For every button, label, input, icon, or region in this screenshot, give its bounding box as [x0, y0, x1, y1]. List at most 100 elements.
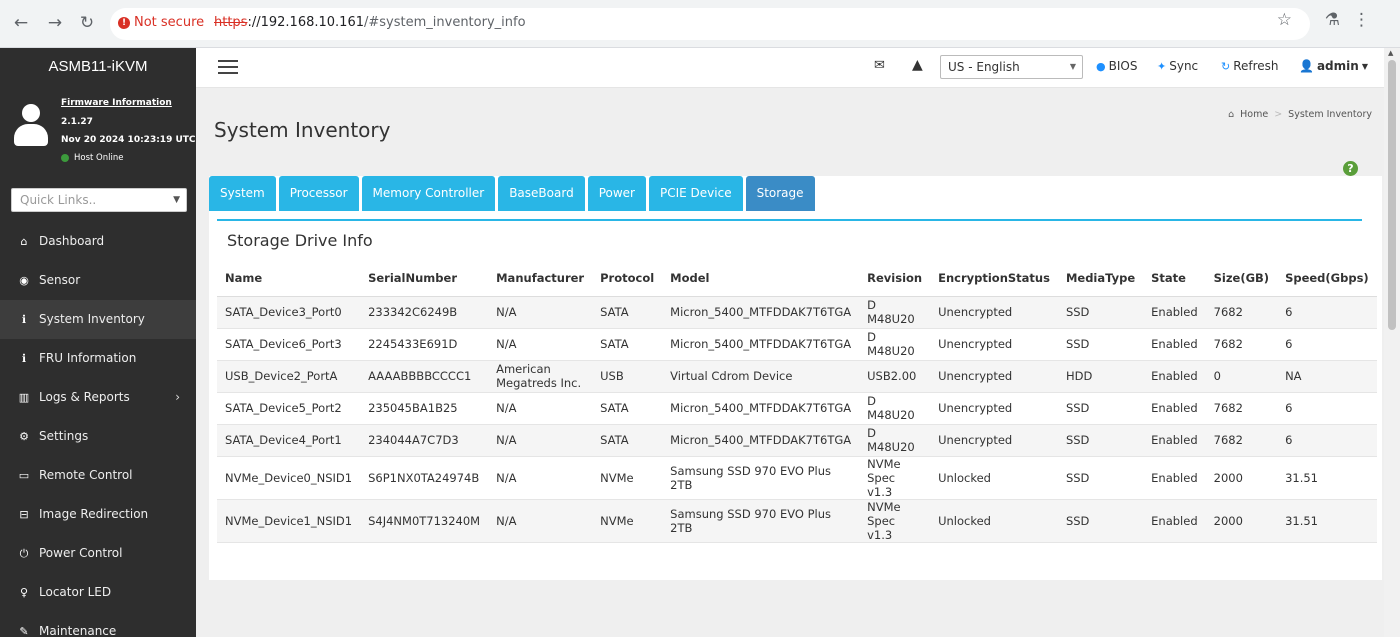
table-cell: SSD — [1057, 499, 1144, 543]
sidebar-item-maintenance[interactable]: ✎ Maintenance — [0, 612, 196, 637]
home-icon: ⌂ — [1228, 109, 1235, 120]
envelope-icon[interactable]: ✉ — [874, 58, 885, 73]
sidebar: ASMB11-iKVM Firmware Information 2.1.27 … — [0, 48, 196, 637]
table-cell: Micron_5400_MTFDDAK7T6TGA — [662, 392, 860, 425]
table-cell: SSD — [1057, 328, 1144, 361]
table-row: SATA_Device6_Port3 2245433E691D N/A SATA Mic… — [217, 328, 1377, 361]
hamburger-menu-icon[interactable] — [218, 60, 238, 74]
gear-icon: ⚙ — [19, 430, 29, 443]
table-cell: Enabled — [1143, 392, 1206, 425]
table-cell: American Megatreds Inc. — [488, 360, 593, 393]
url-text[interactable]: https://192.168.10.161/#system_inventory… — [214, 15, 526, 30]
table-row: SATA_Device3_Port0 233342C6249B N/A SATA Mic… — [217, 296, 1377, 329]
table-cell: Unencrypted — [930, 424, 1058, 457]
user-menu[interactable]: 👤 admin ▼ — [1299, 59, 1368, 73]
bios-link[interactable]: ● BIOS — [1096, 59, 1138, 73]
sidebar-item-sensor[interactable]: ◉ Sensor — [0, 261, 196, 300]
back-icon[interactable]: ← — [13, 13, 29, 33]
table-cell: 7682 — [1205, 392, 1278, 425]
table-row: NVMe_Device1_NSID1 S4J4NM0T713240M N/A NVMe… — [217, 499, 1377, 543]
labs-flask-icon[interactable]: ⚗ — [1324, 10, 1340, 30]
section-title: Storage Drive Info — [227, 231, 373, 250]
table-row: USB_Device2_PortA AAAABBBBCCCC1 American M… — [217, 360, 1377, 393]
warning-triangle-icon[interactable]: ▲ — [912, 57, 923, 73]
reload-icon[interactable]: ↻ — [79, 13, 95, 33]
chevron-down-icon: ▼ — [1069, 62, 1076, 71]
table-cell: Unencrypted — [930, 392, 1058, 425]
breadcrumb-home[interactable]: Home — [1240, 109, 1269, 120]
sidebar-item-logs-reports[interactable]: ▥ Logs & Reports › — [0, 378, 196, 417]
inventory-panel: System Processor Memory Controller BaseB… — [209, 176, 1382, 580]
table-cell: SATA — [592, 424, 663, 457]
tab-memory-controller[interactable]: Memory Controller — [361, 176, 496, 211]
refresh-icon: ↻ — [1221, 59, 1231, 73]
language-select[interactable]: US - English ▼ — [940, 55, 1083, 79]
user-panel: Firmware Information 2.1.27 Nov 20 2024 … — [0, 86, 196, 176]
tab-pcie-device[interactable]: PCIE Device — [648, 176, 743, 211]
column-header: Speed(Gbps) — [1277, 261, 1377, 297]
tab-system[interactable]: System — [209, 176, 276, 211]
user-avatar-icon — [12, 104, 48, 148]
table-cell: Unencrypted — [930, 360, 1058, 393]
top-header: ✉ ▲ US - English ▼ ● BIOS ✦ Sync ↻ Refresh 👤… — [196, 48, 1384, 88]
table-cell: HDD — [1057, 360, 1144, 393]
sidebar-item-image-redirection[interactable]: ⊟ Image Redirection — [0, 495, 196, 534]
sidebar-item-fru-information[interactable]: ℹ FRU Information — [0, 339, 196, 378]
refresh-link[interactable]: ↻ Refresh — [1221, 59, 1279, 73]
bookmark-star-icon[interactable]: ☆ — [1276, 10, 1292, 30]
sync-link[interactable]: ✦ Sync — [1157, 59, 1199, 73]
page-title: System Inventory — [214, 118, 391, 142]
table-cell: NVMe_Device1_NSID1 — [217, 499, 361, 543]
warning-icon: ! — [118, 16, 130, 29]
table-cell: N/A — [488, 328, 593, 361]
sidebar-item-settings[interactable]: ⚙ Settings — [0, 417, 196, 456]
tab-baseboard[interactable]: BaseBoard — [498, 176, 585, 211]
forward-icon[interactable]: → — [47, 13, 63, 33]
firmware-date: Nov 20 2024 10:23:19 UTC — [61, 135, 196, 145]
sidebar-item-power-control[interactable]: ⏻ Power Control — [0, 534, 196, 573]
table-cell: Unencrypted — [930, 296, 1058, 329]
column-header: Revision — [859, 261, 931, 297]
table-cell: N/A — [488, 424, 593, 457]
sidebar-item-system-inventory[interactable]: ℹ System Inventory — [0, 300, 196, 339]
info-circle-icon: ● — [1096, 59, 1106, 73]
table-cell: Micron_5400_MTFDDAK7T6TGA — [662, 328, 860, 361]
sidebar-menu: ⌂ Dashboard ◉ Sensor ℹ System Inventory ℹ FR… — [0, 222, 196, 637]
drive-icon: ⊟ — [19, 508, 29, 521]
sidebar-item-remote-control[interactable]: ▭ Remote Control — [0, 456, 196, 495]
table-cell: Samsung SSD 970 EVO Plus 2TB — [662, 499, 860, 543]
tab-power[interactable]: Power — [587, 176, 646, 211]
table-cell: 2000 — [1205, 456, 1278, 500]
storage-table: Name SerialNumber Manufacturer Protocol … — [217, 261, 1377, 543]
table-cell: SATA — [592, 392, 663, 425]
sidebar-item-locator-led[interactable]: ♀ Locator LED — [0, 573, 196, 612]
tab-storage[interactable]: Storage — [745, 176, 815, 211]
table-cell: Enabled — [1143, 424, 1206, 457]
table-cell: S6P1NX0TA24974B — [360, 456, 489, 500]
address-bar[interactable]: ! Not secure https://192.168.10.161/#sys… — [110, 8, 1310, 40]
page-scrollbar[interactable]: ▲ — [1384, 48, 1400, 637]
table-cell: Virtual Cdrom Device — [662, 360, 860, 393]
table-cell: Unlocked — [930, 456, 1058, 500]
scroll-up-icon[interactable]: ▲ — [1388, 49, 1394, 57]
table-header-row: Name SerialNumber Manufacturer Protocol … — [217, 261, 1377, 297]
firmware-info-link[interactable]: Firmware Information — [61, 98, 172, 108]
scrollbar-thumb[interactable] — [1388, 60, 1396, 330]
table-row: SATA_Device5_Port2 235045BA1B25 N/A SATA Mic… — [217, 392, 1377, 425]
tab-processor[interactable]: Processor — [278, 176, 359, 211]
table-cell: SSD — [1057, 296, 1144, 329]
chevron-down-icon: ▼ — [173, 195, 180, 205]
table-cell: N/A — [488, 392, 593, 425]
browser-menu-icon[interactable]: ⋮ — [1353, 10, 1370, 30]
table-cell: USB_Device2_PortA — [217, 360, 361, 393]
table-cell: Enabled — [1143, 360, 1206, 393]
table-cell: NA — [1277, 360, 1377, 393]
table-cell: SATA_Device5_Port2 — [217, 392, 361, 425]
quick-links-select[interactable]: Quick Links.. ▼ — [11, 188, 187, 212]
table-cell: N/A — [488, 296, 593, 329]
table-cell: Unencrypted — [930, 328, 1058, 361]
security-indicator[interactable]: ! Not secure — [118, 15, 204, 30]
table-cell: 6 — [1277, 296, 1377, 329]
help-icon[interactable]: ? — [1343, 161, 1358, 176]
sidebar-item-dashboard[interactable]: ⌂ Dashboard — [0, 222, 196, 261]
